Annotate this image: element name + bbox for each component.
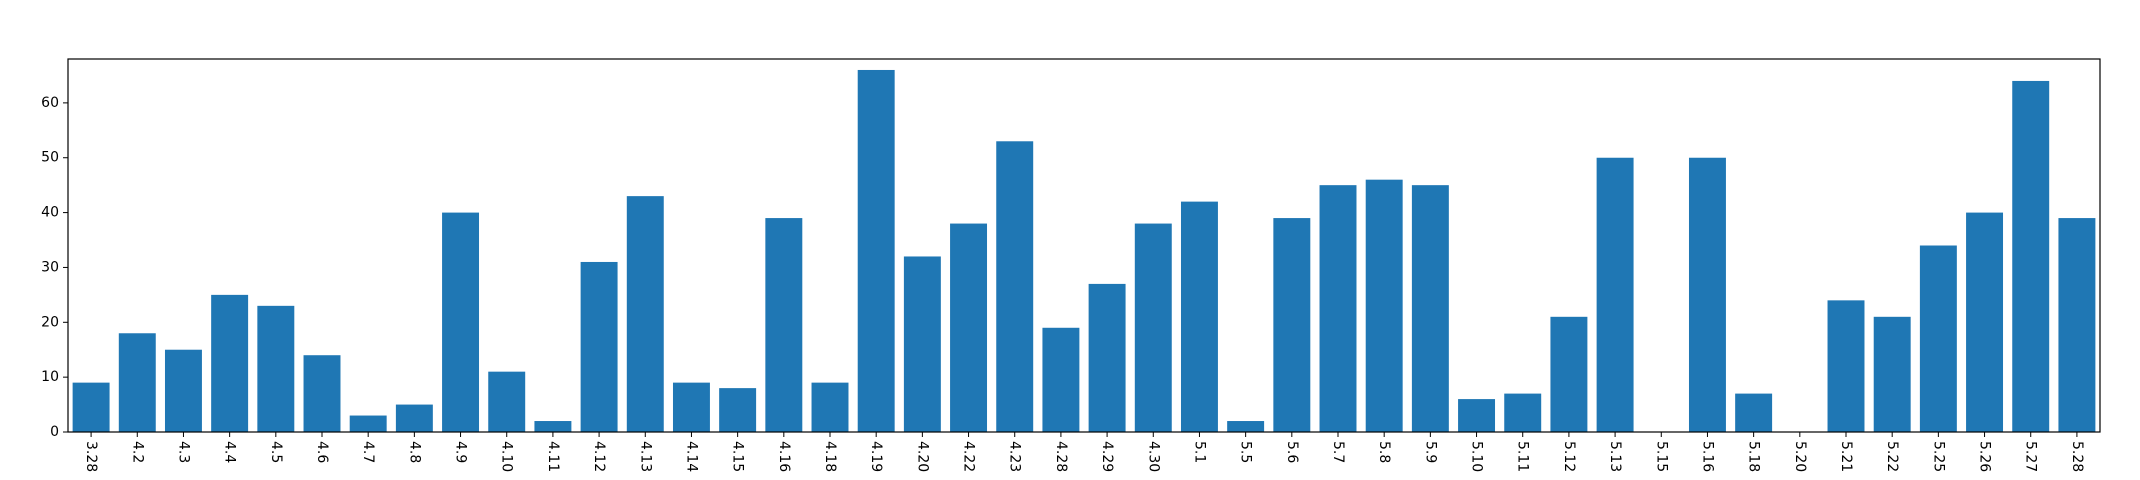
x-tick-label: 5.10 <box>1469 441 1485 472</box>
bar-4.9 <box>442 212 480 432</box>
x-axis: 3.28 4.2 4.3 4.4 4.5 4.6 4.7 4.8 4.9 4.10 4.11 4.12… <box>83 432 2085 472</box>
x-tick-label: 4.18 <box>822 441 838 472</box>
bar-4.14 <box>672 382 710 432</box>
x-tick-label: 5.21 <box>1838 441 1854 472</box>
bar-4.5 <box>257 305 295 432</box>
x-tick-label: 4.19 <box>868 441 884 472</box>
bar-4.18 <box>811 382 849 432</box>
y-axis: 0 10 20 30 40 50 60 <box>41 95 68 440</box>
x-tick-label: 4.23 <box>1007 441 1023 472</box>
x-tick-label: 5.11 <box>1515 441 1531 472</box>
bar-5.22 <box>1873 316 1911 432</box>
bar-5.11 <box>1504 393 1542 432</box>
x-tick-label: 4.16 <box>776 441 792 472</box>
y-tick-label: 20 <box>41 314 59 330</box>
bar-4.28 <box>1042 327 1080 432</box>
x-tick-label: 4.7 <box>360 441 376 463</box>
x-tick-label: 4.11 <box>545 441 561 472</box>
x-tick-label: 4.29 <box>1099 441 1115 472</box>
y-tick-label: 10 <box>41 369 59 385</box>
plot-frame <box>67 58 2101 433</box>
bar-4.6 <box>303 355 341 432</box>
x-tick-label: 5.1 <box>1191 441 1207 463</box>
bar-5.6 <box>1273 218 1311 432</box>
x-tick-label: 4.22 <box>961 441 977 472</box>
bar-4.12 <box>580 261 618 432</box>
bar-4.8 <box>395 404 433 432</box>
bar-4.7 <box>349 415 387 432</box>
bar-5.26 <box>1966 212 2004 432</box>
bar-5.7 <box>1319 185 1357 432</box>
bar-5.18 <box>1735 393 1773 432</box>
x-tick-label: 5.20 <box>1792 441 1808 472</box>
bar-4.23 <box>996 141 1034 432</box>
x-tick-label: 4.3 <box>175 441 191 463</box>
x-tick-label: 4.12 <box>591 441 607 472</box>
bar-4.10 <box>488 371 526 432</box>
y-tick-label: 50 <box>41 150 59 166</box>
x-tick-label: 5.9 <box>1422 441 1438 463</box>
x-tick-label: 5.26 <box>1977 441 1993 472</box>
x-tick-label: 5.16 <box>1699 441 1715 472</box>
x-tick-label: 5.7 <box>1330 441 1346 463</box>
bar-5.8 <box>1365 179 1403 432</box>
x-tick-label: 4.5 <box>268 441 284 463</box>
bar-5.9 <box>1411 185 1449 432</box>
x-tick-label: 4.20 <box>914 441 930 472</box>
bar-5.10 <box>1458 399 1496 432</box>
bar-5.13 <box>1596 157 1634 433</box>
bar-3.28 <box>72 382 110 432</box>
bar-4.11 <box>534 421 572 432</box>
bar-4.22 <box>950 223 988 432</box>
bar-5.16 <box>1688 157 1726 433</box>
x-tick-label: 5.18 <box>1746 441 1762 472</box>
x-tick-label: 3.28 <box>83 441 99 472</box>
x-tick-label: 4.28 <box>1053 441 1069 472</box>
x-tick-label: 4.14 <box>683 441 699 472</box>
bar-4.3 <box>164 349 202 432</box>
bar-4.15 <box>719 388 757 432</box>
x-tick-label: 5.6 <box>1284 441 1300 463</box>
bar-5.1 <box>1180 201 1218 432</box>
y-tick-label: 30 <box>41 259 59 275</box>
y-tick-label: 0 <box>50 424 59 440</box>
x-tick-label: 4.8 <box>406 441 422 463</box>
bar-5.28 <box>2058 218 2096 432</box>
x-tick-label: 5.22 <box>1884 441 1900 472</box>
bar-4.29 <box>1088 283 1126 432</box>
x-tick-label: 4.15 <box>730 441 746 472</box>
bars-group <box>72 69 2096 433</box>
y-tick-label: 60 <box>41 95 59 111</box>
x-tick-label: 4.6 <box>314 441 330 463</box>
x-tick-label: 4.2 <box>129 441 145 463</box>
bar-4.19 <box>857 69 895 432</box>
bar-5.21 <box>1827 300 1865 432</box>
x-tick-label: 4.30 <box>1145 441 1161 472</box>
x-tick-label: 4.13 <box>637 441 653 472</box>
bar-5.27 <box>2012 80 2050 432</box>
bar-5.25 <box>1919 245 1957 432</box>
bar-4.16 <box>765 218 803 432</box>
bar-5.5 <box>1227 421 1265 432</box>
bar-4.4 <box>211 294 249 432</box>
y-tick-label: 40 <box>41 205 59 221</box>
x-tick-label: 5.15 <box>1653 441 1669 472</box>
bar-4.13 <box>626 196 664 432</box>
x-tick-label: 5.12 <box>1561 441 1577 472</box>
x-tick-label: 5.28 <box>2069 441 2085 472</box>
bar-4.30 <box>1134 223 1172 432</box>
x-tick-label: 5.27 <box>2023 441 2039 472</box>
x-tick-label: 5.8 <box>1376 441 1392 463</box>
bar-4.20 <box>903 256 941 432</box>
bar-5.12 <box>1550 316 1588 432</box>
x-tick-label: 5.13 <box>1607 441 1623 472</box>
x-tick-label: 4.9 <box>453 441 469 463</box>
x-tick-label: 5.25 <box>1930 441 1946 472</box>
x-tick-label: 4.4 <box>222 441 238 463</box>
x-tick-label: 5.5 <box>1238 441 1254 463</box>
x-tick-label: 4.10 <box>499 441 515 472</box>
bar-4.2 <box>118 333 156 432</box>
